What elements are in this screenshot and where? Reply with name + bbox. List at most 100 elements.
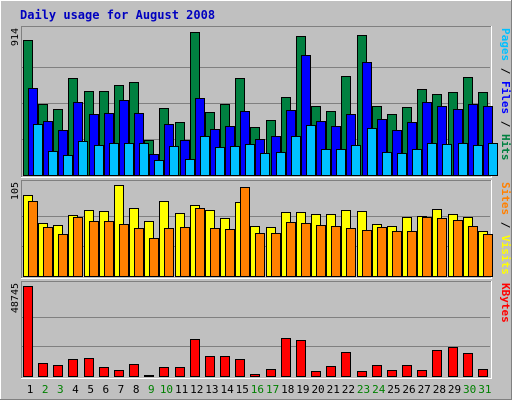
- bar-sites-day-29: [453, 220, 463, 277]
- legend-part: Sites: [499, 182, 512, 215]
- bar-pages-day-2: [48, 151, 58, 176]
- day-label-21: 21: [327, 383, 340, 396]
- bar-kbytes-day-15: [235, 359, 245, 377]
- bar-kbytes-day-8: [129, 364, 139, 377]
- bar-kbytes-day-22: [341, 352, 351, 377]
- day-label-10: 10: [160, 383, 173, 396]
- bar-kbytes-day-26: [402, 365, 412, 377]
- chart-panels: 914 Pages / Files / Hits 105 Sites / Visits…: [10, 26, 512, 379]
- bar-pages-day-7: [124, 143, 134, 176]
- bar-pages-day-9: [154, 160, 164, 176]
- day-label-6: 6: [102, 383, 109, 396]
- day-label-24: 24: [372, 383, 386, 396]
- day-label-18: 18: [281, 383, 294, 396]
- day-label-15: 15: [236, 383, 249, 396]
- panel-middle: 105 Sites / Visits: [10, 180, 512, 279]
- day-label-16: 16: [251, 383, 264, 396]
- bar-pages-day-6: [109, 143, 119, 176]
- bar-sites-day-31: [483, 234, 493, 277]
- bar-pages-day-17: [276, 152, 286, 176]
- bar-pages-day-30: [473, 145, 483, 176]
- day-label-27: 27: [418, 383, 431, 396]
- bar-sites-day-9: [149, 238, 159, 277]
- bar-pages-day-28: [442, 144, 452, 176]
- day-label-8: 8: [133, 383, 140, 396]
- bar-kbytes-day-1: [23, 286, 33, 377]
- bar-kbytes-day-24: [372, 365, 382, 377]
- day-label-26: 26: [402, 383, 415, 396]
- day-label-9: 9: [148, 383, 155, 396]
- bar-sites-day-30: [468, 226, 478, 277]
- panel-top: 914 Pages / Files / Hits: [10, 26, 512, 178]
- bar-pages-day-31: [488, 143, 498, 176]
- legend-part: Pages: [499, 28, 512, 61]
- bar-pages-day-27: [427, 143, 437, 176]
- legend-part: Files: [499, 81, 512, 114]
- bar-pages-day-18: [291, 136, 301, 176]
- bar-sites-day-26: [407, 231, 417, 277]
- bar-kbytes-day-14: [220, 356, 230, 377]
- bar-kbytes-day-29: [448, 347, 458, 377]
- bar-sites-day-5: [89, 221, 99, 277]
- y-max-label: 105: [10, 182, 21, 200]
- day-label-2: 2: [42, 383, 49, 396]
- series-legend-label: KBytes: [499, 283, 512, 323]
- bar-kbytes-day-30: [463, 353, 473, 377]
- day-label-17: 17: [266, 383, 279, 396]
- legend-part: /: [499, 114, 512, 134]
- bar-pages-day-12: [200, 136, 210, 176]
- bar-sites-day-16: [255, 233, 265, 277]
- bar-sites-day-3: [58, 234, 68, 277]
- bar-pages-day-25: [397, 153, 407, 176]
- legend-part: Visits: [499, 235, 512, 275]
- bar-sites-day-20: [316, 225, 326, 277]
- bar-pages-day-1: [33, 124, 43, 176]
- bar-kbytes-day-13: [205, 356, 215, 377]
- series-legend-label: Pages / Files / Hits: [499, 28, 512, 161]
- bar-pages-day-3: [63, 155, 73, 176]
- bar-kbytes-day-11: [175, 367, 185, 377]
- day-label-11: 11: [175, 383, 188, 396]
- bar-kbytes-day-7: [114, 370, 124, 377]
- panel-plot-area: [21, 281, 491, 378]
- legend-part: /: [499, 61, 512, 81]
- legend-part: /: [499, 215, 512, 235]
- bar-pages-day-5: [94, 145, 104, 176]
- bar-kbytes-day-12: [190, 339, 200, 377]
- bar-pages-day-13: [215, 147, 225, 176]
- bar-kbytes-day-2: [38, 363, 48, 377]
- bar-kbytes-day-27: [417, 370, 427, 377]
- bar-sites-day-19: [301, 223, 311, 277]
- bar-pages-day-21: [336, 149, 346, 176]
- bar-sites-day-25: [392, 231, 402, 277]
- day-label-31: 31: [478, 383, 491, 396]
- bar-pages-day-19: [306, 125, 316, 176]
- bar-sites-day-21: [331, 226, 341, 277]
- bar-kbytes-day-16: [250, 374, 260, 377]
- bar-kbytes-day-28: [432, 350, 442, 377]
- bar-sites-day-11: [180, 227, 190, 277]
- bar-pages-day-8: [139, 143, 149, 176]
- bar-sites-day-28: [437, 218, 447, 277]
- day-label-14: 14: [220, 383, 234, 396]
- bar-pages-day-22: [351, 145, 361, 176]
- bar-sites-day-13: [210, 228, 220, 277]
- bar-sites-day-18: [286, 222, 296, 277]
- bar-sites-day-10: [164, 228, 174, 277]
- bar-kbytes-day-25: [387, 370, 397, 377]
- bar-sites-day-6: [104, 221, 114, 277]
- day-label-25: 25: [387, 383, 400, 396]
- bar-pages-day-15: [245, 144, 255, 176]
- day-label-5: 5: [87, 383, 94, 396]
- day-label-3: 3: [57, 383, 64, 396]
- bar-sites-day-4: [73, 217, 83, 277]
- bar-pages-day-16: [260, 153, 270, 176]
- panel-bottom: 48745 KBytes: [10, 281, 512, 379]
- bar-pages-day-14: [230, 146, 240, 176]
- bar-kbytes-day-19: [296, 340, 306, 377]
- bar-kbytes-day-10: [159, 367, 169, 377]
- bar-sites-day-7: [119, 224, 129, 277]
- bar-kbytes-day-20: [311, 371, 321, 377]
